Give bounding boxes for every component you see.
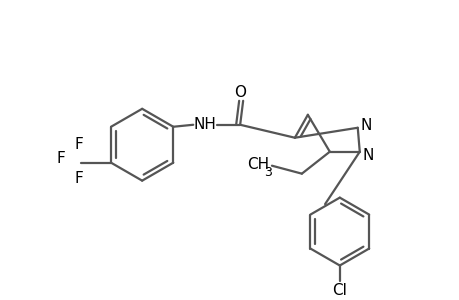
Text: F: F [74,171,83,186]
Text: 3: 3 [263,166,271,179]
Text: N: N [361,148,373,163]
Text: Cl: Cl [332,283,347,298]
Text: F: F [56,151,65,166]
Text: N: N [359,118,370,133]
Text: NH: NH [193,117,216,132]
Text: O: O [234,85,246,100]
Text: CH: CH [246,157,269,172]
Text: F: F [74,137,83,152]
